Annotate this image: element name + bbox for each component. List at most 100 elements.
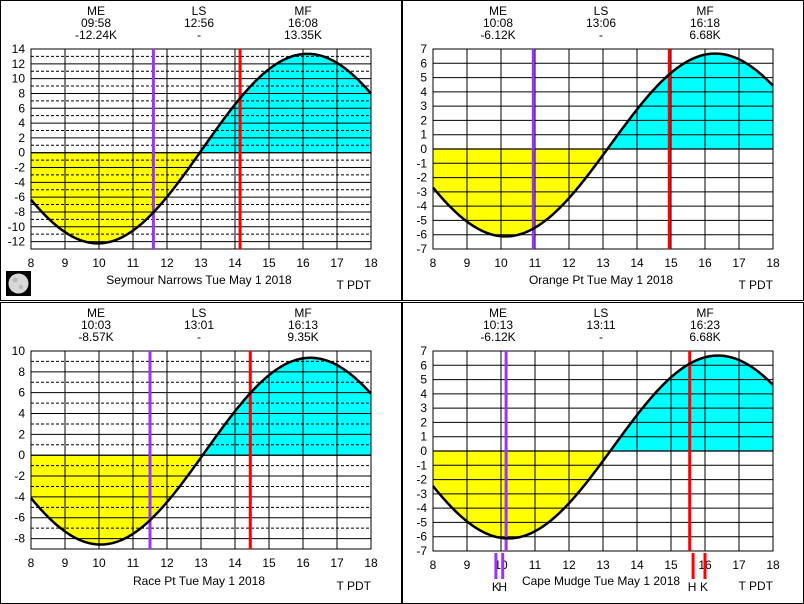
panel-seymour-narrows: ME 09:58 -12.24K LS 12:56- MF 16:08 13.35K 14 12 1… — [0, 0, 402, 301]
event-name: MF — [696, 306, 713, 320]
tide-curve — [30, 356, 372, 546]
y-tick-label: -8 — [14, 532, 25, 546]
y-tick-label: -2 — [14, 161, 25, 175]
event-name: LS — [594, 306, 609, 320]
y-tick-label: -3 — [416, 185, 427, 199]
tide-curve — [30, 52, 372, 245]
y-tick-label: 5 — [420, 71, 427, 85]
ebb-area — [433, 451, 773, 539]
y-tick-label: 7 — [420, 42, 427, 56]
event-time: 13:06 — [586, 16, 616, 30]
x-tick-label: 16 — [296, 256, 310, 270]
y-tick-label: 8 — [18, 365, 25, 379]
x-tick-label: 12 — [160, 256, 174, 270]
x-tick-label: 11 — [529, 256, 542, 270]
y-tick-label: 6 — [18, 386, 25, 400]
y-tick-label: 4 — [18, 407, 25, 421]
x-tick-label: 11 — [127, 556, 140, 570]
event-value: -6.12K — [480, 330, 515, 344]
y-tick-label: -6 — [14, 511, 25, 525]
x-tick-label: 8 — [430, 256, 437, 270]
chart-title: Race Pt Tue May 1 2018 — [133, 574, 265, 588]
event-value: - — [197, 330, 201, 344]
moon-icon-disc — [8, 273, 29, 294]
x-tick-label: 9 — [464, 558, 471, 572]
x-tick-label: 13 — [194, 256, 208, 270]
y-tick-label: -1 — [416, 156, 427, 170]
event-value: -6.12K — [480, 28, 515, 42]
y-tick-label: -6 — [416, 228, 427, 242]
x-tick-label: 18 — [766, 558, 780, 572]
x-tick-label: 8 — [28, 556, 35, 570]
x-tick-label: 13 — [194, 556, 208, 570]
event-name: ME — [489, 306, 507, 320]
x-tick-label: 10 — [92, 256, 106, 270]
x-tick-label: 8 — [430, 558, 437, 572]
x-tick-label: 9 — [62, 256, 69, 270]
tide-curve — [432, 52, 774, 238]
event-name: LS — [594, 4, 609, 18]
ebb-area — [433, 149, 773, 237]
x-tick-label: 11 — [529, 558, 542, 572]
plot-frame — [30, 350, 372, 550]
marker-label: K — [492, 580, 500, 594]
event-time: 16:13 — [288, 318, 318, 332]
event-value: - — [197, 28, 201, 42]
y-tick-label: 8 — [18, 86, 25, 100]
y-tick-label: 6 — [420, 56, 427, 70]
event-value: - — [599, 330, 603, 344]
x-tick-label: 8 — [28, 256, 35, 270]
y-tick-label: 14 — [12, 42, 26, 56]
x-tick-label: 9 — [62, 556, 69, 570]
x-tick-label: 18 — [766, 256, 780, 270]
y-tick-label: -2 — [416, 473, 427, 487]
x-tick-label: 15 — [262, 556, 276, 570]
event-value: - — [599, 28, 603, 42]
y-tick-label: 4 — [18, 116, 25, 130]
x-tick-label: 12 — [562, 558, 576, 572]
plot-frame — [30, 48, 372, 250]
y-tick-label: -12 — [8, 235, 26, 249]
moon-phase-icon — [6, 271, 31, 296]
chart-title: Cape Mudge Tue May 1 2018 — [522, 574, 680, 588]
y-tick-label: 7 — [420, 344, 427, 358]
y-tick-label: 5 — [420, 373, 427, 387]
panel-race-pt: ME 10:03 -8.57K LS 13:01- MF 16:13 9.35K 10 8 6 4 2 0… — [0, 302, 402, 604]
marker-label: H — [498, 580, 507, 594]
y-tick-label: -4 — [416, 199, 427, 213]
x-tick-label: 12 — [160, 556, 174, 570]
y-tick-label: -8 — [14, 205, 25, 219]
x-tick-label: 16 — [296, 556, 310, 570]
x-tick-label: 14 — [630, 256, 644, 270]
y-tick-label: 4 — [420, 387, 427, 401]
y-tick-label: -4 — [14, 175, 25, 189]
y-tick-label: 0 — [18, 146, 25, 160]
time-zone-label: T PDT — [337, 579, 372, 593]
y-tick-label: -4 — [14, 490, 25, 504]
ebb-area — [31, 455, 371, 545]
x-tick-label: 17 — [732, 256, 746, 270]
x-tick-label: 11 — [127, 256, 140, 270]
y-tick-label: -10 — [8, 220, 26, 234]
y-tick-label: 12 — [12, 57, 26, 71]
tide-chart: ME09:58-12.24KLS12:56-MF16:0813.35K14121… — [6, 4, 378, 296]
x-tick-label: 16 — [698, 256, 712, 270]
x-tick-label: 18 — [364, 556, 378, 570]
x-tick-label: 14 — [228, 556, 242, 570]
event-value: 6.68K — [689, 28, 720, 42]
x-tick-label: 12 — [562, 256, 576, 270]
event-time: 10:03 — [81, 318, 111, 332]
marker-label: H — [688, 580, 697, 594]
moon-icon-crater — [12, 277, 18, 283]
x-tick-label: 10 — [494, 558, 508, 572]
time-zone-label: T PDT — [337, 278, 372, 292]
event-time: 13:11 — [586, 318, 615, 332]
tide-chart: ME10:13-6.12KLS13:11-MF16:236.68K7654321… — [416, 306, 780, 594]
